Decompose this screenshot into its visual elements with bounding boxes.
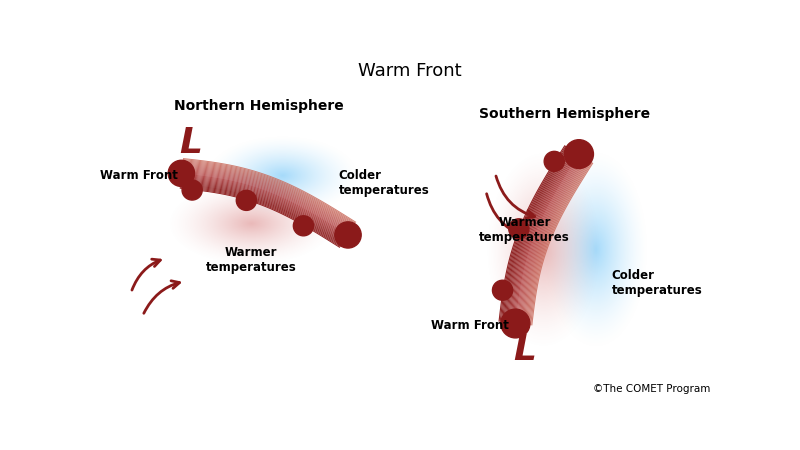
Text: Warm Front: Warm Front <box>431 319 509 332</box>
Polygon shape <box>180 187 341 247</box>
Polygon shape <box>523 158 586 324</box>
Circle shape <box>294 216 314 236</box>
Polygon shape <box>183 158 356 223</box>
Polygon shape <box>182 161 354 225</box>
Polygon shape <box>531 162 594 325</box>
Polygon shape <box>520 157 584 324</box>
Polygon shape <box>181 176 346 238</box>
Polygon shape <box>529 161 591 325</box>
Polygon shape <box>515 154 580 324</box>
Polygon shape <box>182 169 350 232</box>
Polygon shape <box>181 176 347 238</box>
Polygon shape <box>180 181 343 243</box>
Circle shape <box>493 280 513 300</box>
Text: Warm Front: Warm Front <box>100 169 178 182</box>
Polygon shape <box>181 177 346 239</box>
Polygon shape <box>526 159 589 325</box>
Polygon shape <box>506 148 571 323</box>
Polygon shape <box>522 158 586 324</box>
Polygon shape <box>181 174 347 237</box>
Text: ©The COMET Program: ©The COMET Program <box>594 384 710 394</box>
Polygon shape <box>182 167 351 230</box>
Circle shape <box>236 190 257 211</box>
Polygon shape <box>501 146 567 322</box>
Text: Colder
temperatures: Colder temperatures <box>611 270 702 297</box>
Text: L: L <box>514 333 536 368</box>
Polygon shape <box>506 149 572 323</box>
Polygon shape <box>514 153 579 324</box>
Text: Southern Hemisphere: Southern Hemisphere <box>479 107 650 121</box>
Polygon shape <box>503 148 570 322</box>
Polygon shape <box>180 184 342 244</box>
Polygon shape <box>517 155 581 324</box>
Polygon shape <box>509 150 574 323</box>
Polygon shape <box>180 185 342 246</box>
Polygon shape <box>530 162 593 325</box>
Polygon shape <box>182 166 352 230</box>
Polygon shape <box>510 151 575 323</box>
Polygon shape <box>180 183 343 243</box>
Polygon shape <box>182 164 353 228</box>
Polygon shape <box>507 150 573 323</box>
Polygon shape <box>181 180 345 241</box>
Circle shape <box>168 160 194 186</box>
Polygon shape <box>182 170 350 233</box>
Polygon shape <box>182 173 348 236</box>
Text: Colder
temperatures: Colder temperatures <box>338 169 430 198</box>
Polygon shape <box>181 180 344 242</box>
Polygon shape <box>521 157 585 324</box>
Polygon shape <box>502 147 568 322</box>
Polygon shape <box>183 159 356 224</box>
Circle shape <box>501 309 530 338</box>
Polygon shape <box>182 160 355 225</box>
Polygon shape <box>528 161 590 325</box>
Polygon shape <box>182 163 354 227</box>
Text: Warmer
temperatures: Warmer temperatures <box>206 246 297 274</box>
Text: Northern Hemisphere: Northern Hemisphere <box>174 99 344 112</box>
Polygon shape <box>181 179 346 240</box>
Text: Warm Front: Warm Front <box>358 62 462 80</box>
Circle shape <box>544 151 564 171</box>
Polygon shape <box>180 184 342 245</box>
Text: Warmer
temperatures: Warmer temperatures <box>479 216 570 243</box>
Polygon shape <box>518 156 582 324</box>
Polygon shape <box>511 152 576 323</box>
Polygon shape <box>518 155 582 324</box>
Polygon shape <box>526 160 590 325</box>
Polygon shape <box>498 145 566 322</box>
Circle shape <box>565 140 594 168</box>
Polygon shape <box>182 168 350 231</box>
Polygon shape <box>180 188 340 248</box>
Polygon shape <box>525 159 588 324</box>
Polygon shape <box>513 153 578 324</box>
Polygon shape <box>512 152 577 323</box>
Circle shape <box>509 219 529 239</box>
Circle shape <box>182 180 202 200</box>
Polygon shape <box>182 171 349 234</box>
Text: L: L <box>179 126 202 160</box>
Polygon shape <box>182 165 353 229</box>
Polygon shape <box>504 148 570 322</box>
Polygon shape <box>182 172 349 235</box>
Polygon shape <box>499 146 566 322</box>
Polygon shape <box>182 162 354 226</box>
Circle shape <box>335 222 361 248</box>
